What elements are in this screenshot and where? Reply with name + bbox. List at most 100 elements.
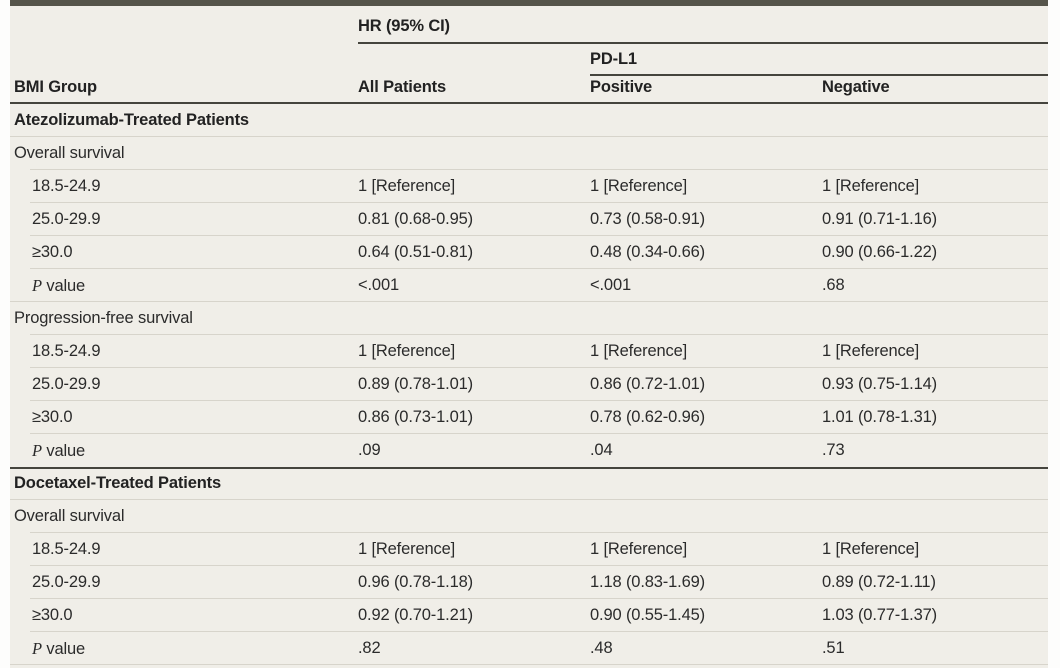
- row-label: ≥30.0: [32, 243, 73, 261]
- header-empty-cell: [358, 44, 590, 76]
- row-label: P value: [32, 440, 86, 460]
- p-value-italic-p: P: [32, 638, 42, 658]
- column-header-negative: Negative: [822, 78, 890, 96]
- row-separator: [30, 235, 1048, 236]
- row-label: ≥30.0: [32, 408, 73, 426]
- subsection-header-row: Overall survival: [10, 137, 1048, 170]
- cell-pdl1-negative: 1 [Reference]: [822, 342, 920, 360]
- cell-all-patients: 0.89 (0.78-1.01): [358, 375, 474, 393]
- row-separator: [30, 367, 1048, 368]
- table-column-headers-row: BMI Group All Patients Positive Negative: [10, 76, 1048, 104]
- row-label: P value: [32, 275, 86, 295]
- row-label: 25.0-29.9: [32, 375, 101, 393]
- column-header-bmi-group: BMI Group: [14, 78, 97, 96]
- row-label: Atezolizumab-Treated Patients: [14, 111, 249, 129]
- row-separator: [10, 664, 1048, 665]
- cell-pdl1-negative: 1 [Reference]: [822, 177, 920, 195]
- row-separator: [10, 136, 1048, 137]
- cell-pdl1-negative: 0.90 (0.66-1.22): [822, 243, 938, 261]
- cell-all-patients: <.001: [358, 276, 399, 294]
- row-label: Overall survival: [14, 507, 125, 525]
- table-top-rule: [10, 0, 1048, 6]
- row-separator: [30, 268, 1048, 269]
- row-label: Docetaxel-Treated Patients: [14, 474, 222, 492]
- cell-pdl1-positive: 0.73 (0.58-0.91): [590, 210, 706, 228]
- cell-pdl1-positive: 0.48 (0.34-0.66): [590, 243, 706, 261]
- cell-all-patients: 0.81 (0.68-0.95): [358, 210, 474, 228]
- row-separator: [30, 433, 1048, 434]
- data-row: 18.5-24.9 1 [Reference] 1 [Reference] 1 [Re…: [10, 335, 1048, 368]
- table-body: Atezolizumab-Treated Patients Overall sur…: [10, 104, 1048, 665]
- header-empty-cell: [10, 44, 358, 76]
- section-header-row: Atezolizumab-Treated Patients: [10, 104, 1048, 137]
- header-empty-cell: [10, 6, 358, 44]
- data-row: 25.0-29.9 0.81 (0.68-0.95) 0.73 (0.58-0.91…: [10, 203, 1048, 236]
- data-row: P value <.001 <.001 .68: [10, 269, 1048, 302]
- cell-all-patients: 1 [Reference]: [358, 342, 456, 360]
- cell-all-patients: 0.92 (0.70-1.21): [358, 606, 474, 624]
- cell-pdl1-negative: .73: [822, 441, 845, 459]
- data-row: ≥30.0 0.64 (0.51-0.81) 0.48 (0.34-0.66) 0.9…: [10, 236, 1048, 269]
- cell-pdl1-positive: 0.78 (0.62-0.96): [590, 408, 706, 426]
- row-separator: [30, 169, 1048, 170]
- row-separator: [30, 631, 1048, 632]
- row-label: P value: [32, 638, 86, 658]
- cell-pdl1-negative: 1.01 (0.78-1.31): [822, 408, 938, 426]
- section-header-row: Docetaxel-Treated Patients: [10, 467, 1048, 500]
- cell-pdl1-positive: 0.86 (0.72-1.01): [590, 375, 706, 393]
- row-label: 18.5-24.9: [32, 177, 101, 195]
- cell-pdl1-positive: 1 [Reference]: [590, 177, 688, 195]
- journal-table: HR (95% CI) PD-L1 BMI Group All Patients…: [10, 0, 1048, 668]
- subsection-header-row: Overall survival: [10, 500, 1048, 533]
- cell-all-patients: 0.86 (0.73-1.01): [358, 408, 474, 426]
- header-subgroup-pdl1: PD-L1: [590, 44, 1048, 76]
- data-row: ≥30.0 0.86 (0.73-1.01) 0.78 (0.62-0.96) 1.0…: [10, 401, 1048, 434]
- row-label: 25.0-29.9: [32, 573, 101, 591]
- table-header-subgroup-row: PD-L1: [10, 44, 1048, 76]
- row-label: Progression-free survival: [14, 309, 193, 327]
- cell-pdl1-positive: .04: [590, 441, 613, 459]
- data-row: P value .09 .04 .73: [10, 434, 1048, 467]
- cell-all-patients: 1 [Reference]: [358, 177, 456, 195]
- subsection-header-row: Progression-free survival: [10, 302, 1048, 335]
- cell-all-patients: .09: [358, 441, 381, 459]
- row-separator: [30, 565, 1048, 566]
- cell-all-patients: .82: [358, 639, 381, 657]
- row-label: 18.5-24.9: [32, 540, 101, 558]
- row-separator: [30, 532, 1048, 533]
- column-header-positive: Positive: [590, 78, 653, 96]
- row-label: 18.5-24.9: [32, 342, 101, 360]
- row-separator: [30, 202, 1048, 203]
- row-separator: [30, 598, 1048, 599]
- cell-pdl1-positive: 1.18 (0.83-1.69): [590, 573, 706, 591]
- p-value-italic-p: P: [32, 440, 42, 460]
- row-separator: [30, 334, 1048, 335]
- cell-pdl1-negative: .51: [822, 639, 845, 657]
- column-header-all-patients: All Patients: [358, 78, 447, 96]
- cell-all-patients: 1 [Reference]: [358, 540, 456, 558]
- cell-pdl1-positive: 0.90 (0.55-1.45): [590, 606, 706, 624]
- row-separator: [10, 499, 1048, 500]
- row-label: 25.0-29.9: [32, 210, 101, 228]
- cell-pdl1-negative: .68: [822, 276, 845, 294]
- cell-pdl1-positive: 1 [Reference]: [590, 540, 688, 558]
- row-label: Overall survival: [14, 144, 125, 162]
- cell-pdl1-positive: 1 [Reference]: [590, 342, 688, 360]
- header-group-hr-label: HR (95% CI): [358, 17, 450, 35]
- data-row: 18.5-24.9 1 [Reference] 1 [Reference] 1 [Re…: [10, 533, 1048, 566]
- cell-pdl1-negative: 0.93 (0.75-1.14): [822, 375, 938, 393]
- section-divider-rule: [10, 467, 1048, 469]
- p-value-italic-p: P: [32, 275, 42, 295]
- cell-pdl1-negative: 0.89 (0.72-1.11): [822, 573, 936, 591]
- cell-all-patients: 0.64 (0.51-0.81): [358, 243, 474, 261]
- data-row: ≥30.0 0.92 (0.70-1.21) 0.90 (0.55-1.45) 1.0…: [10, 599, 1048, 632]
- data-row: 18.5-24.9 1 [Reference] 1 [Reference] 1 [Re…: [10, 170, 1048, 203]
- cell-pdl1-negative: 1.03 (0.77-1.37): [822, 606, 938, 624]
- row-separator: [30, 400, 1048, 401]
- data-row: 25.0-29.9 0.96 (0.78-1.18) 1.18 (0.83-1.69…: [10, 566, 1048, 599]
- cell-all-patients: 0.96 (0.78-1.18): [358, 573, 474, 591]
- row-separator: [10, 301, 1048, 302]
- header-subgroup-pdl1-label: PD-L1: [590, 50, 637, 68]
- cell-pdl1-negative: 1 [Reference]: [822, 540, 920, 558]
- cell-pdl1-positive: .48: [590, 639, 613, 657]
